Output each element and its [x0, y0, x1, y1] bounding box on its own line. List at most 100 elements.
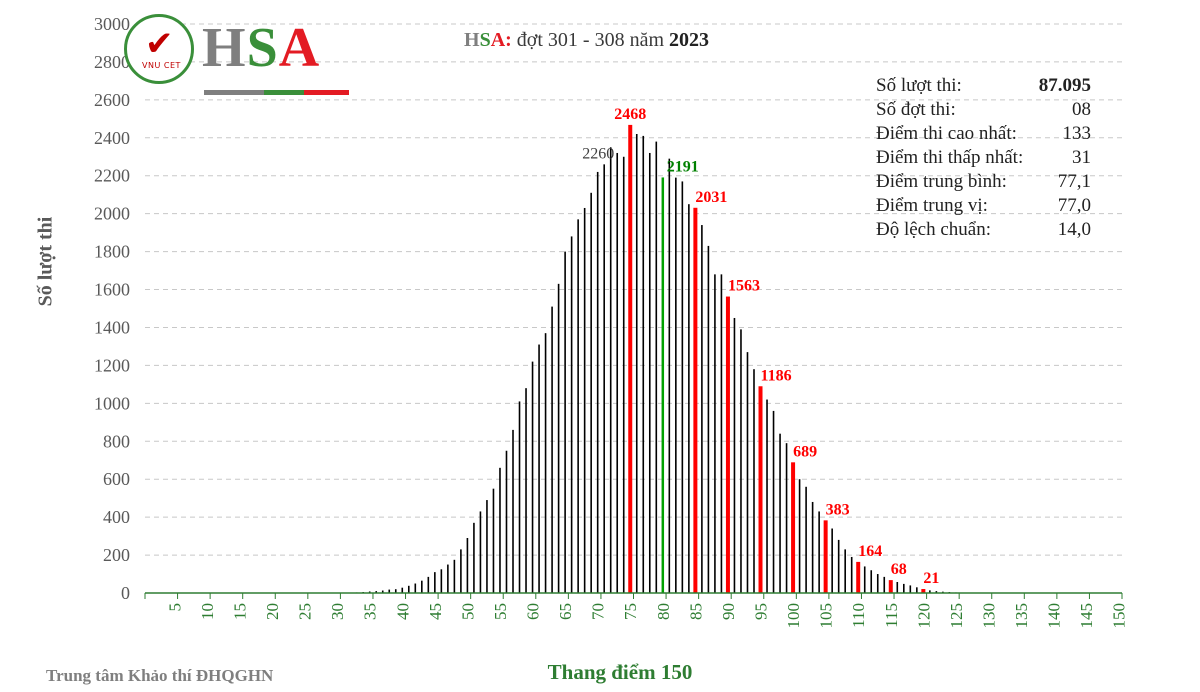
bar	[844, 549, 846, 593]
y-tick-label: 200	[103, 545, 130, 565]
x-tick-label: 5	[165, 603, 184, 612]
stats-panel: Số lượt thi: 87.095 Số đợt thi: 08 Điểm th…	[876, 74, 1091, 242]
bar	[407, 585, 410, 593]
bar	[434, 572, 436, 593]
bar	[648, 152, 651, 593]
hsa-logo: ✔ VNU CET HSA	[124, 14, 349, 95]
bar	[492, 488, 495, 593]
bar	[870, 570, 873, 593]
x-tick-label: 140	[1045, 603, 1064, 629]
bar	[453, 559, 456, 593]
bar	[772, 410, 775, 593]
bar	[473, 522, 475, 593]
bar	[818, 511, 820, 593]
bar	[876, 574, 879, 593]
bar	[577, 219, 579, 593]
x-tick-label: 80	[654, 603, 673, 620]
x-tick-label: 10	[198, 603, 217, 620]
x-tick-label: 130	[979, 603, 998, 629]
data-label: 383	[826, 501, 850, 518]
x-tick-label: 20	[263, 603, 282, 620]
bar	[596, 171, 599, 593]
y-tick-label: 1800	[94, 242, 130, 262]
bar	[479, 511, 482, 593]
bar	[414, 583, 417, 593]
y-tick-label: 2400	[94, 128, 130, 148]
bar	[785, 443, 788, 593]
x-tick-label: 65	[556, 603, 575, 620]
bar	[538, 344, 540, 593]
chart-title: HSA: đợt 301 - 308 năm 2023	[464, 29, 710, 51]
bar	[401, 587, 404, 593]
x-tick-label: 85	[686, 603, 705, 620]
bar	[811, 501, 814, 593]
bar	[883, 576, 886, 593]
y-tick-label: 600	[103, 469, 130, 489]
bar	[740, 329, 742, 593]
bar	[733, 317, 736, 593]
bar	[368, 591, 371, 593]
bar	[675, 177, 677, 593]
data-label: 21	[923, 570, 939, 587]
y-tick-label: 2200	[94, 166, 130, 186]
bar	[583, 207, 586, 593]
data-label: 2260	[582, 145, 614, 162]
bar	[518, 401, 521, 593]
checkmark-icon: ✔	[145, 24, 174, 64]
data-label: 689	[793, 443, 817, 460]
data-label: 1186	[761, 367, 792, 384]
bar	[909, 585, 912, 593]
footer-source: Trung tâm Khảo thí ĐHQGHN	[46, 666, 274, 685]
bar	[661, 177, 665, 593]
x-tick-label: 115	[882, 603, 901, 628]
data-label: 2191	[667, 158, 699, 175]
bar	[421, 580, 423, 593]
bar	[725, 296, 730, 593]
bar	[525, 388, 527, 593]
x-tick-label: 125	[947, 603, 966, 629]
x-tick-label: 105	[817, 603, 836, 629]
bar	[544, 333, 547, 593]
stat-row-min: Điểm thi thấp nhất: 31	[876, 147, 1091, 168]
bar	[929, 590, 931, 593]
bar	[394, 589, 397, 593]
data-label: 68	[891, 561, 907, 578]
y-tick-label: 2000	[94, 204, 130, 224]
bar	[375, 591, 378, 593]
bar	[466, 537, 469, 593]
y-tick-label: 1000	[94, 393, 130, 413]
bar	[831, 528, 833, 593]
stat-row-max: Điểm thi cao nhất: 133	[876, 123, 1091, 144]
x-tick-label: 30	[328, 603, 347, 620]
bar	[791, 462, 796, 593]
bar	[622, 156, 625, 593]
x-tick-label: 60	[524, 603, 543, 620]
bar	[850, 556, 853, 593]
x-tick-label: 45	[426, 603, 445, 620]
bar	[903, 583, 905, 593]
bar	[916, 587, 918, 593]
stat-row-rounds: Số đợt thi: 08	[876, 99, 1091, 120]
x-tick-label: 15	[230, 603, 249, 620]
x-tick-label: 110	[849, 603, 868, 628]
bar	[505, 450, 508, 593]
x-tick-label: 70	[589, 603, 608, 620]
bar	[512, 429, 514, 593]
x-tick-label: 35	[361, 603, 380, 620]
y-tick-label: 400	[103, 507, 130, 527]
stat-row-mean: Điểm trung bình: 77,1	[876, 171, 1091, 192]
bar	[758, 386, 763, 593]
x-tick-label: 150	[1110, 603, 1129, 629]
bar	[609, 147, 612, 594]
bar	[570, 236, 573, 593]
bar	[681, 181, 684, 593]
bar	[668, 158, 671, 593]
bar	[746, 352, 749, 593]
bar	[805, 486, 807, 593]
bar	[688, 204, 690, 593]
y-tick-label: 800	[103, 431, 130, 451]
bar	[714, 274, 716, 593]
bar	[798, 479, 801, 593]
y-tick-label: 0	[121, 583, 130, 603]
y-tick-label: 2800	[94, 52, 130, 72]
